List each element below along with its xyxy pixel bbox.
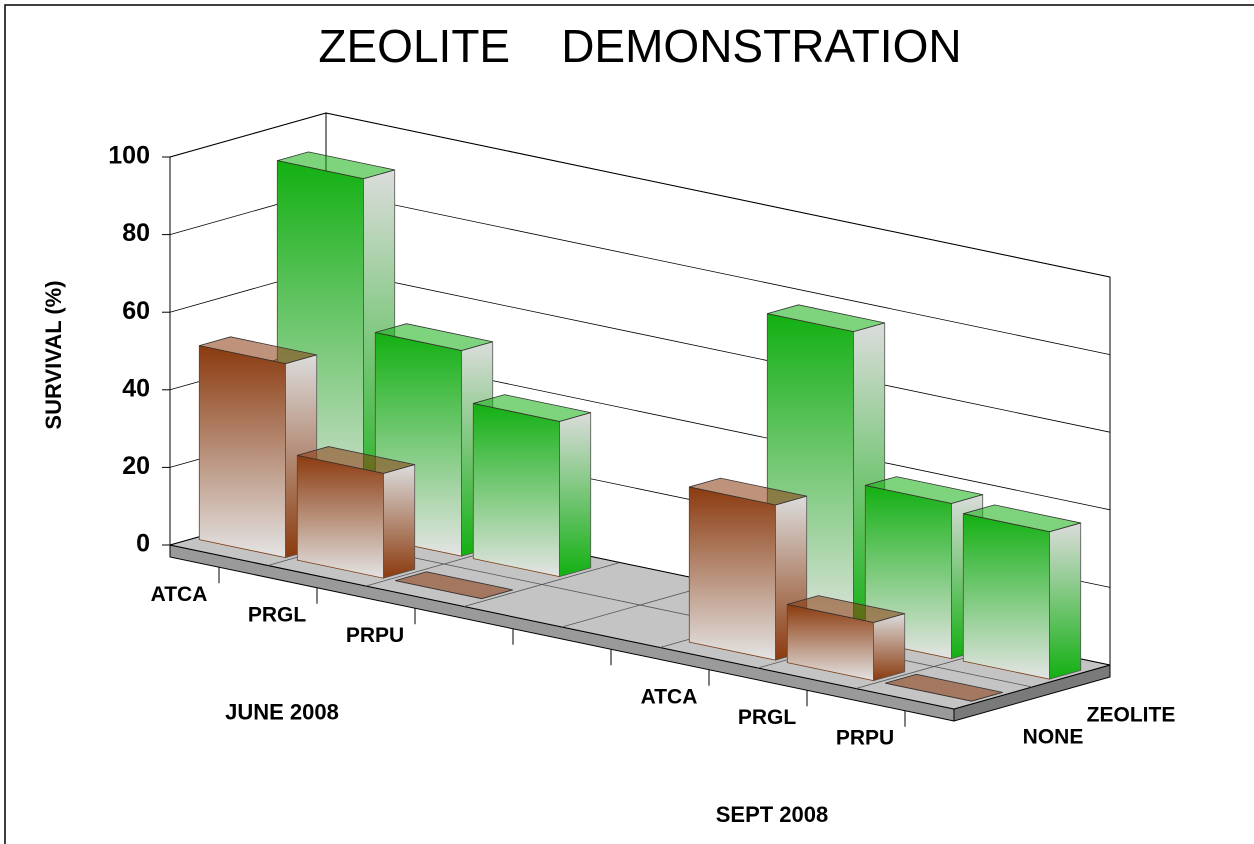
bar-side [1049, 522, 1082, 680]
bar [395, 571, 513, 600]
bar-top [473, 394, 591, 422]
group-label: JUNE 2008 [225, 700, 339, 725]
bar-side [383, 464, 416, 579]
x-tick-label: PRGL [248, 603, 307, 626]
bar-top [297, 446, 415, 474]
bar-side [559, 412, 592, 578]
bar-top [865, 476, 983, 504]
bar-top [767, 304, 885, 333]
bar-top [395, 571, 513, 600]
bar-top [277, 151, 395, 180]
bar [786, 595, 906, 682]
bar [296, 446, 416, 579]
group-label: SEPT 2008 [716, 802, 829, 827]
legend-label: NONE [1023, 726, 1084, 749]
bar-front [198, 345, 286, 559]
frame [4, 4, 1254, 844]
y-tick-label: 80 [122, 219, 150, 247]
x-tick-label: PRPU [836, 726, 894, 749]
x-tick-label: PRGL [738, 706, 797, 729]
y-tick-label: 60 [122, 297, 150, 325]
chart-title: ZEOLITE DEMONSTRATION [318, 20, 961, 72]
y-tick-label: 0 [136, 530, 150, 558]
grid-line [169, 112, 1111, 278]
bar-top [199, 336, 317, 365]
bar-top [787, 595, 905, 623]
bar-side [873, 613, 906, 682]
x-tick-label: PRPU [346, 624, 404, 647]
bar [885, 673, 1003, 702]
legend-label: ZEOLITE [1087, 704, 1176, 727]
bar-front [296, 454, 384, 579]
y-tick-label: 40 [122, 374, 150, 402]
bar-front [688, 486, 776, 661]
bar-top [885, 673, 1003, 702]
x-tick-label: ATCA [641, 685, 698, 708]
y-tick-label: 100 [108, 142, 150, 170]
bar-top [963, 504, 1081, 533]
y-axis-label: SURVIVAL (%) [41, 280, 66, 429]
bar-front [962, 513, 1050, 680]
bar-front [472, 402, 560, 578]
x-tick-label: ATCA [151, 583, 208, 606]
bar [962, 504, 1082, 680]
y-tick-label: 20 [122, 452, 150, 480]
bar-top [689, 477, 807, 506]
bar-top [375, 323, 493, 351]
bar [472, 394, 592, 578]
